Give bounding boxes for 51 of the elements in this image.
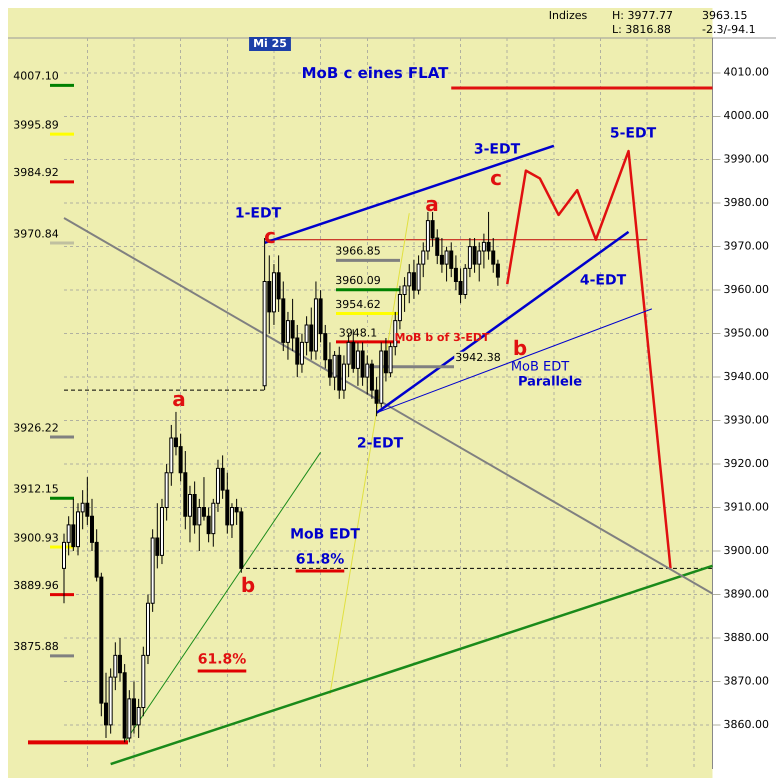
text: 3963.15 xyxy=(702,8,748,22)
ref-line-label: 3970.84 xyxy=(13,227,59,240)
ref-line-label: 3984.92 xyxy=(13,166,59,180)
text: L: 3816.88 xyxy=(612,22,671,36)
y-tick-label: 3910.00 xyxy=(724,500,770,514)
ref-line-label: 3926.22 xyxy=(13,421,59,434)
y-tick-label: 3880.00 xyxy=(724,630,770,644)
annotation: 5-EDT xyxy=(610,126,657,142)
y-tick-label: 3950.00 xyxy=(724,326,770,340)
y-tick-label: 3900.00 xyxy=(724,544,770,557)
y-tick-label: 3930.00 xyxy=(724,413,770,426)
annotation: b xyxy=(512,336,528,360)
text: -2.3/-94.1 xyxy=(702,22,756,36)
y-tick-label: 3860.00 xyxy=(724,718,770,731)
y-tick-label: 3960.00 xyxy=(724,283,770,296)
annotation: b xyxy=(240,573,256,598)
y-tick-label: 3970.00 xyxy=(724,240,770,253)
annotation: Parallele xyxy=(518,374,582,390)
text: Indizes xyxy=(548,8,588,22)
y-tick-label: 3940.00 xyxy=(724,370,770,383)
ref-line-label: 3966.85 xyxy=(335,244,381,258)
annotation: 61.8% xyxy=(198,652,246,668)
y-tick-label: 4010.00 xyxy=(724,66,770,79)
ref-line-label: 4007.10 xyxy=(13,70,59,83)
ref-line-label: 3960.09 xyxy=(335,274,381,288)
annotation: MoB c eines FLAT xyxy=(302,64,450,82)
annotation: 4-EDT xyxy=(580,272,627,289)
annotation: Mi 25 xyxy=(253,36,287,50)
annotation: c xyxy=(490,166,502,190)
ref-line-label: 3889.96 xyxy=(13,579,59,592)
annotation: 1-EDT xyxy=(234,206,282,222)
annotation: a xyxy=(425,192,439,216)
y-tick-label: 3870.00 xyxy=(724,674,770,688)
annotation: a xyxy=(172,387,186,412)
ref-line-label: 3995.89 xyxy=(13,118,59,132)
y-tick-label: 3990.00 xyxy=(724,152,770,166)
ref-line-label: 3942.38 xyxy=(455,351,501,364)
y-tick-label: 3890.00 xyxy=(724,587,770,600)
annotation: 61.8% xyxy=(296,552,344,568)
annotation: 2-EDT xyxy=(356,436,404,452)
annotation: MoB EDT xyxy=(510,359,570,374)
y-tick-label: 3980.00 xyxy=(724,196,770,210)
ref-line-label: 3954.62 xyxy=(335,298,381,311)
y-tick-label: 3920.00 xyxy=(724,456,770,470)
ref-line-label: 3900.93 xyxy=(13,531,59,544)
annotation: MoB EDT xyxy=(290,526,360,543)
text: H: 3977.77 xyxy=(612,8,673,22)
ref-line-label: 3875.88 xyxy=(13,640,59,654)
annotation: 3-EDT xyxy=(474,142,521,158)
ref-line-label: 3912.15 xyxy=(13,482,59,496)
y-tick-label: 4000.00 xyxy=(724,109,770,122)
